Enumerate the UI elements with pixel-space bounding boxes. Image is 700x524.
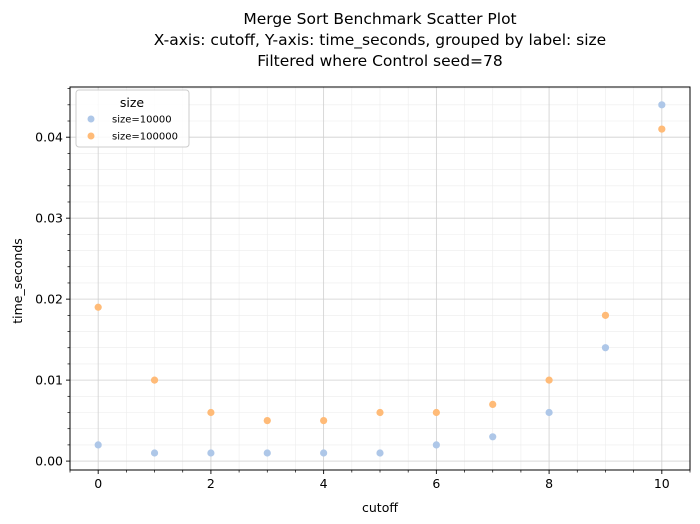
chart-title-line-2: X-axis: cutoff, Y-axis: time_seconds, gr… xyxy=(154,31,606,50)
legend-marker-size-100000 xyxy=(87,132,95,140)
major-grid xyxy=(70,87,690,470)
x-tick-label: 6 xyxy=(432,476,440,491)
point-size-10000 xyxy=(150,449,159,457)
x-tick-label: 8 xyxy=(545,476,553,491)
chart-title-line-3: Filtered where Control seed=78 xyxy=(257,52,503,70)
y-axis-label: time_seconds xyxy=(10,238,25,324)
x-axis-label: cutoff xyxy=(362,500,398,515)
point-size-10000 xyxy=(432,441,440,449)
point-size-100000 xyxy=(601,311,610,319)
x-axis-ticks: 0 2 4 6 8 10 xyxy=(69,470,691,491)
x-tick-label: 0 xyxy=(94,476,102,491)
point-size-100000 xyxy=(94,303,102,311)
y-tick-label: 0.01 xyxy=(35,373,63,388)
point-size-100000 xyxy=(432,408,440,417)
y-tick-label: 0.04 xyxy=(35,130,63,145)
y-tick-label: 0.03 xyxy=(35,211,63,226)
x-tick-label: 4 xyxy=(320,476,328,491)
y-axis-ticks: 0.00 0.01 0.02 0.03 0.04 xyxy=(35,88,70,469)
legend-box xyxy=(75,89,190,148)
legend-label-size-10000: size=10000 xyxy=(112,115,172,126)
point-size-10000 xyxy=(601,344,610,352)
point-size-10000 xyxy=(658,101,666,109)
legend-label-size-100000: size=100000 xyxy=(112,132,178,143)
point-size-10000 xyxy=(545,408,553,417)
chart-title-line-1: Merge Sort Benchmark Scatter Plot xyxy=(243,10,516,28)
point-size-10000 xyxy=(376,449,384,457)
point-size-100000 xyxy=(150,376,159,384)
data-points xyxy=(94,101,666,457)
point-size-100000 xyxy=(320,417,328,425)
point-size-100000 xyxy=(207,408,215,417)
point-size-10000 xyxy=(489,433,497,441)
x-tick-label: 10 xyxy=(654,476,670,491)
point-size-10000 xyxy=(94,441,102,449)
point-size-100000 xyxy=(489,400,497,409)
chart-title: Merge Sort Benchmark Scatter Plot X-axis… xyxy=(154,10,606,70)
y-tick-label: 0.02 xyxy=(35,292,63,307)
point-size-10000 xyxy=(207,449,215,457)
point-size-100000 xyxy=(545,376,553,384)
point-size-100000 xyxy=(658,125,666,133)
point-size-100000 xyxy=(376,408,384,417)
point-size-10000 xyxy=(320,449,328,457)
legend: size size=10000 size=100000 xyxy=(75,89,190,148)
legend-title: size xyxy=(120,95,145,110)
legend-marker-size-10000 xyxy=(87,115,95,123)
y-tick-label: 0.00 xyxy=(35,454,63,469)
x-tick-label: 2 xyxy=(207,476,215,491)
point-size-100000 xyxy=(263,417,271,425)
point-size-10000 xyxy=(263,449,271,457)
